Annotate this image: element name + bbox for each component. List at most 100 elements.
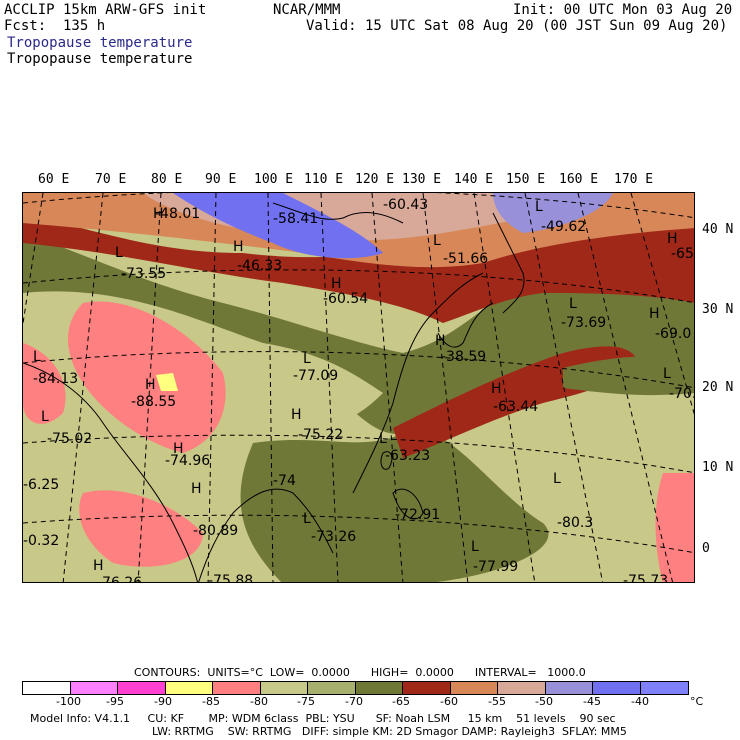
- shading-yellow-core: [156, 373, 178, 391]
- high-low-marker: L: [535, 199, 543, 215]
- meridian-line: [371, 193, 404, 582]
- tropopause-temperature-map: H -48.01 -58.41 -60.43 L -49.62 H -46.33…: [23, 193, 695, 583]
- colorbar-swatch: [308, 682, 356, 694]
- lon-label: 170 E: [614, 172, 654, 187]
- meridian-line: [320, 193, 339, 582]
- contour-value-label: -73.26: [311, 529, 356, 545]
- lon-label: 130 E: [402, 172, 442, 187]
- high-low-marker: L: [663, 366, 671, 382]
- border: [272, 202, 404, 224]
- colorbar-tick: -40: [631, 695, 649, 708]
- contour-value-label: -6.25: [23, 477, 59, 493]
- parallel-line: [23, 434, 694, 474]
- lon-label: 160 E: [559, 172, 599, 187]
- high-low-marker: H: [93, 558, 104, 574]
- colorbar-tick: -60: [440, 695, 458, 708]
- shading-salmon-india: [68, 301, 226, 453]
- high-low-marker: L: [303, 511, 311, 527]
- colorbar-swatch: [498, 682, 546, 694]
- lon-label: 80 E: [151, 172, 183, 187]
- island-coast: [392, 488, 424, 520]
- high-low-marker: H: [667, 231, 678, 247]
- contour-value-label: -77.99: [473, 559, 518, 575]
- meridian-line: [207, 193, 217, 582]
- contour-value-label: -84.13: [33, 371, 78, 387]
- contour-value-label: -70.37: [669, 386, 695, 402]
- colorbar-swatch: [213, 682, 261, 694]
- parallel-line: [23, 193, 694, 219]
- contour-value-label: -72.91: [395, 507, 440, 523]
- meridian-line: [422, 193, 469, 582]
- colorbar-tick: -70: [345, 695, 363, 708]
- lat-label: 30 N: [702, 302, 734, 317]
- contour-value-label: -48.01: [155, 206, 200, 222]
- coastline: [437, 302, 494, 348]
- shading-olive-east: [563, 356, 694, 396]
- model-info-line-1: Model Info: V4.1.1 CU: KF MP: WDM 6class…: [30, 712, 616, 725]
- coastlines: [23, 202, 525, 582]
- contour-value-label: -75.88: [208, 573, 253, 583]
- forecast-hour: Fcst: 135 h: [4, 18, 106, 34]
- high-low-marker: L: [33, 349, 41, 365]
- contour-value-label: -75.02: [47, 431, 92, 447]
- high-low-marker: L: [553, 471, 561, 487]
- high-low-marker: H: [331, 276, 342, 292]
- contour-value-label: -80.89: [193, 523, 238, 539]
- colorbar-tick: -50: [535, 695, 553, 708]
- high-low-marker: L: [471, 539, 479, 555]
- meridian-line: [23, 193, 44, 327]
- parallel-line: [23, 269, 694, 304]
- lon-label: 110 E: [304, 172, 344, 187]
- contour-value-label: -76.26: [97, 575, 142, 583]
- contour-labels: H -48.01 -58.41 -60.43 L -49.62 H -46.33…: [23, 197, 695, 583]
- colorbar-tick: -85: [202, 695, 220, 708]
- high-low-marker: H: [191, 481, 202, 497]
- high-low-marker: L: [41, 409, 49, 425]
- colorbar-swatch: [593, 682, 641, 694]
- lat-label: 0: [702, 541, 710, 556]
- meridian-line: [473, 193, 536, 582]
- contour-value-label: -80.3: [557, 515, 593, 531]
- high-low-marker: H: [145, 377, 156, 393]
- contour-value-label: -75.22: [298, 427, 343, 443]
- parallel-line: [23, 351, 694, 389]
- high-low-marker: L: [115, 245, 123, 261]
- colorbar-swatch: [355, 682, 403, 694]
- field-title-contour: Tropopause temperature: [7, 51, 193, 67]
- shading-salmon-west: [23, 343, 66, 424]
- colorbar-swatch: [260, 682, 308, 694]
- colorbar-tick: -80: [250, 695, 268, 708]
- lon-label: 140 E: [454, 172, 494, 187]
- colorbar-swatch: [23, 682, 71, 694]
- organization: NCAR/MMM: [273, 2, 341, 18]
- colorbar-swatch: [70, 682, 118, 694]
- meridian-line: [267, 193, 274, 582]
- lon-label: 90 E: [205, 172, 237, 187]
- high-low-marker: H: [649, 306, 660, 322]
- lat-label: 20 N: [702, 380, 734, 395]
- high-low-marker: H: [233, 239, 244, 255]
- high-low-marker: H: [153, 206, 164, 222]
- meridian-line: [577, 193, 674, 582]
- contour-value-label: -65: [671, 246, 694, 262]
- contour-value-label: -73.55: [121, 266, 166, 282]
- contour-value-label: -74.96: [165, 453, 210, 469]
- colorbar-tick: -45: [583, 695, 601, 708]
- shading-salmon-east: [655, 473, 694, 582]
- lon-label: 70 E: [95, 172, 127, 187]
- model-title: ACCLIP 15km ARW-GFS init: [4, 2, 207, 18]
- high-low-marker: L: [569, 296, 577, 312]
- colorbar-tick: -65: [392, 695, 410, 708]
- meridian-line: [62, 193, 104, 582]
- contour-value-label: -75.73: [623, 573, 668, 583]
- meridian-line: [524, 193, 604, 582]
- contour-value-label: -58.41: [273, 211, 318, 227]
- colorbar-swatch: [165, 682, 213, 694]
- meridian-line: [630, 193, 694, 415]
- contour-value-label: -63.23: [385, 448, 430, 464]
- contour-value-label: -38.59: [441, 349, 486, 365]
- map-panel: H -48.01 -58.41 -60.43 L -49.62 H -46.33…: [22, 192, 695, 583]
- shading-blue-west: [173, 193, 383, 259]
- coastline: [198, 488, 334, 582]
- lat-label: 10 N: [702, 460, 734, 475]
